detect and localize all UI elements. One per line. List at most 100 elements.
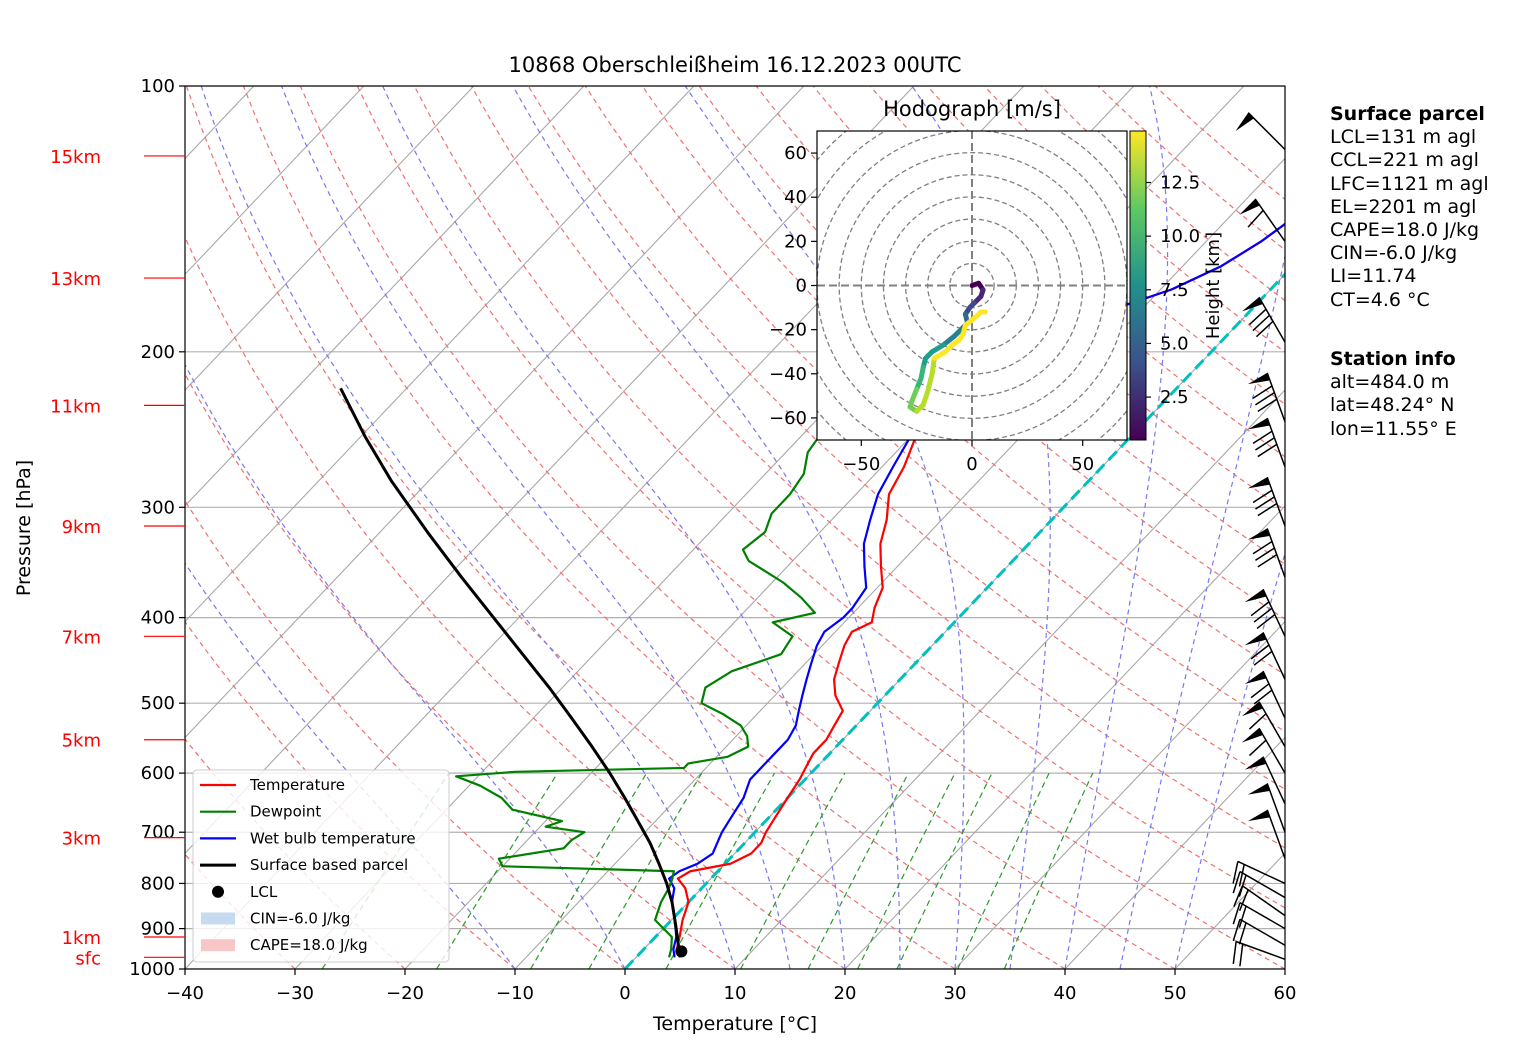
- hodograph-x-tick-label: 50: [1071, 454, 1094, 475]
- wind-barb-pennant: [1241, 728, 1263, 743]
- isotherm-gridline: [954, 620, 1285, 969]
- moist-adiabat: [185, 363, 626, 969]
- isotherm-gridline: [514, 157, 1285, 969]
- legend-swatch: [212, 885, 224, 898]
- wind-barb-flag: [1252, 540, 1273, 555]
- wind-barb-flag: [1238, 922, 1247, 945]
- isotherm-gridline: [185, 86, 805, 739]
- parcel-line: LI=11.74: [1330, 265, 1417, 288]
- hodograph-y-tick-label: −60: [769, 408, 807, 429]
- legend-label: Dewpoint: [250, 803, 321, 821]
- hodograph-plot: [817, 131, 1127, 440]
- wind-barb-staff: [1237, 860, 1286, 885]
- hodograph-y-tick-label: 20: [784, 231, 807, 252]
- parcel-line: CAPE=18.0 J/kg: [1330, 219, 1480, 242]
- mixing-ratio-line: [807, 772, 909, 969]
- wind-barb-pennant: [1247, 418, 1270, 430]
- wind-barb-flag: [1248, 739, 1267, 757]
- wind-barb-flag: [1257, 554, 1278, 568]
- wind-barb-flag: [1252, 430, 1273, 445]
- wind-barb-flag: [1255, 320, 1274, 338]
- hodograph-y-tick-label: 0: [796, 276, 807, 297]
- wind-barb-pennant: [1241, 701, 1263, 717]
- hodograph-segment: [929, 355, 937, 377]
- x-tick-label: −20: [386, 983, 424, 1004]
- wind-barb-flag: [1255, 547, 1275, 561]
- y-tick-label: 500: [141, 693, 175, 714]
- colorbar-tick-label: 10.0: [1160, 226, 1200, 247]
- mixing-ratio-line: [957, 772, 1050, 969]
- dry-adiabat: [185, 235, 846, 969]
- wind-barb-flag: [1252, 489, 1273, 504]
- hodograph-x-tick-label: −50: [842, 454, 880, 475]
- y-tick-label: 700: [141, 822, 175, 843]
- wind-barb-flag: [1250, 683, 1270, 699]
- dry-adiabat: [185, 499, 626, 969]
- wind-barb-staff: [1262, 588, 1286, 637]
- moist-adiabat: [281, 86, 791, 969]
- wind-barb-staff: [1266, 783, 1286, 833]
- x-tick-label: 50: [1164, 983, 1187, 1004]
- wind-barb-pennant: [1235, 112, 1254, 132]
- y-tick-label: 300: [141, 497, 175, 518]
- dry-adiabat: [242, 86, 1066, 969]
- station-line: lon=11.55° E: [1330, 417, 1457, 440]
- moist-adiabat: [185, 562, 516, 969]
- wind-barb-flag: [1255, 437, 1275, 451]
- wind-barb-pennant: [1247, 783, 1270, 795]
- wind-barb-staff: [1239, 870, 1286, 899]
- station-info-panel: Station info alt=484.0 m lat=48.24° N lo…: [1330, 348, 1457, 441]
- station-line: alt=484.0 m: [1330, 371, 1450, 394]
- parcel-line: EL=2201 m agl: [1330, 195, 1477, 218]
- isotherm-gridline: [734, 389, 1285, 969]
- wind-barb-flag: [1238, 874, 1247, 897]
- y-tick-label: 200: [141, 342, 175, 363]
- wind-barb-staff: [1262, 632, 1286, 680]
- wind-barb-flag: [1252, 385, 1273, 399]
- wind-barb-flag: [1248, 713, 1267, 730]
- height-label: 7km: [62, 627, 101, 648]
- x-axis-label: Temperature [°C]: [652, 1013, 817, 1035]
- wind-barb-flag: [1253, 689, 1273, 705]
- colorbar-label: Height [km]: [1203, 232, 1224, 339]
- y-tick-label: 400: [141, 608, 175, 629]
- x-tick-label: 40: [1054, 983, 1077, 1004]
- isotherm-gridline: [1064, 736, 1285, 969]
- dry-adiabat: [185, 372, 736, 969]
- x-tick-label: 30: [944, 983, 967, 1004]
- dry-adiabat: [527, 86, 1285, 790]
- height-label: 1km: [62, 928, 101, 949]
- height-label: 3km: [62, 829, 101, 850]
- wind-barb-flag: [1232, 902, 1241, 925]
- moist-adiabat: [1064, 86, 1169, 969]
- parcel-line: CT=4.6 °C: [1330, 288, 1430, 311]
- wind-barb-flag: [1257, 502, 1278, 517]
- hodograph-title: Hodograph [m/s]: [883, 97, 1061, 121]
- y-tick-label: 1000: [129, 959, 175, 980]
- isotherm-gridline: [844, 505, 1285, 969]
- wind-barb-pennant: [1244, 632, 1267, 646]
- parcel-line: CCL=221 m agl: [1330, 149, 1479, 172]
- wind-barb-flag: [1250, 601, 1270, 617]
- wind-barb-flag: [1232, 941, 1237, 964]
- wind-barb-staff: [1254, 198, 1286, 242]
- hodograph-y-tick-label: 60: [784, 143, 807, 164]
- colorbar-tick-label: 5.0: [1160, 333, 1189, 354]
- dry-adiabat: [413, 86, 1285, 909]
- height-label: 13km: [50, 269, 101, 290]
- wind-barb-pennant: [1239, 198, 1260, 215]
- height-label: 5km: [62, 731, 101, 752]
- y-axis-label: Pressure [hPa]: [13, 460, 35, 596]
- mixing-ratio-line: [588, 772, 703, 969]
- series-line-surface-based-parcel: [339, 387, 682, 958]
- mixing-ratio-line: [740, 772, 846, 969]
- hodograph-y-tick-label: −40: [769, 364, 807, 385]
- legend-swatch: [201, 939, 235, 952]
- x-tick-label: −30: [276, 983, 314, 1004]
- moist-adiabat: [512, 86, 901, 969]
- height-label: 9km: [62, 517, 101, 538]
- wind-barb-staff: [1247, 112, 1286, 151]
- parcel-line: LCL=131 m agl: [1330, 126, 1477, 149]
- height-label: 15km: [50, 147, 101, 168]
